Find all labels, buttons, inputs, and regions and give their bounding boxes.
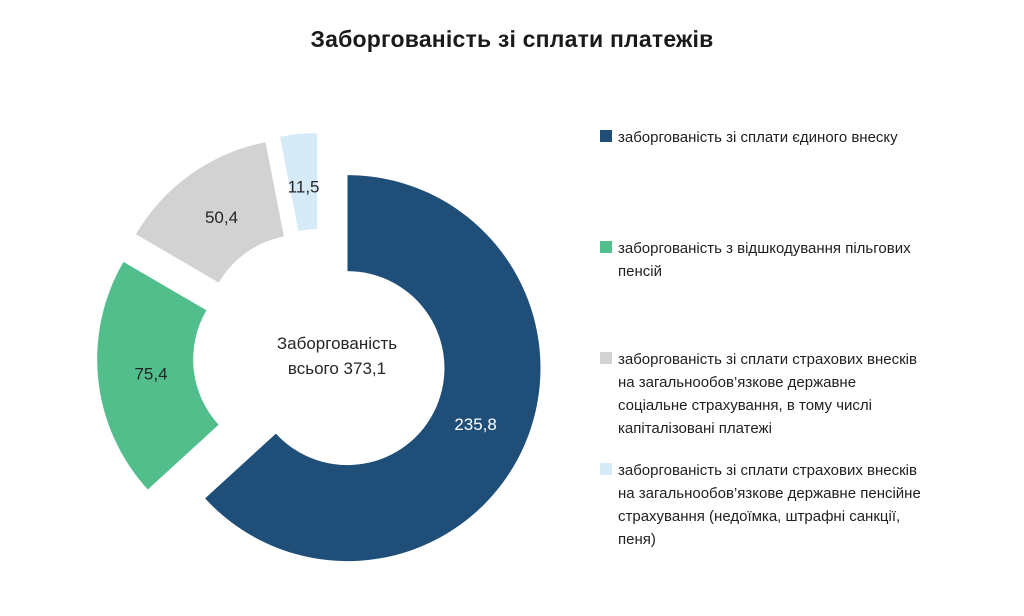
chart-title: Заборгованість зі сплати платежів	[310, 26, 714, 52]
donut-slice-1	[97, 261, 219, 490]
legend-item-preferential-pensions: заборгованість з відшкодування пільгових…	[600, 237, 924, 283]
legend-label: заборгованість зі сплати єдиного внеску	[618, 129, 898, 146]
legend-label: заборгованість з відшкодування пільгових…	[618, 240, 911, 280]
donut-center-label: Заборгованість всього 373,1	[277, 331, 397, 381]
center-label-line2: всього 373,1	[287, 359, 387, 378]
legend-item-social-insurance: заборгованість зі сплати страхових внеск…	[600, 348, 924, 440]
legend-item-pension-insurance: заборгованість зі сплати страхових внеск…	[600, 459, 924, 551]
donut-slice-2	[135, 142, 284, 283]
slice-value-label: 75,4	[134, 365, 167, 384]
legend-label: заборгованість зі сплати страхових внеск…	[618, 462, 921, 548]
legend-swatch-green	[600, 241, 612, 253]
slice-value-label: 50,4	[205, 208, 238, 227]
legend-swatch-dark-blue	[600, 130, 612, 142]
slice-value-label: 235,8	[454, 415, 497, 434]
legend-item-single-contribution: заборгованість зі сплати єдиного внеску	[600, 126, 898, 149]
donut-slice-0	[205, 175, 541, 562]
legend-swatch-light-blue	[600, 463, 612, 475]
legend-swatch-gray	[600, 352, 612, 364]
center-label-line1: Заборгованість	[276, 334, 398, 353]
slice-value-label: 11,5	[288, 177, 320, 196]
legend-label: заборгованість зі сплати страхових внеск…	[618, 351, 917, 437]
donut-slice-3	[280, 133, 318, 231]
